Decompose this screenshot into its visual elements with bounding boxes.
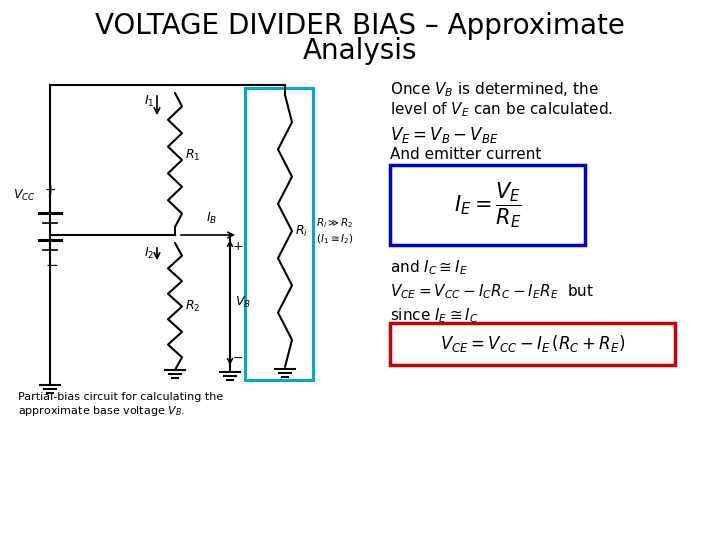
- Text: and $I_C \cong I_E$: and $I_C \cong I_E$: [390, 258, 468, 276]
- Text: $V_{CE} = V_{CC} -I_C R_C -I_E R_E$  but: $V_{CE} = V_{CC} -I_C R_C -I_E R_E$ but: [390, 282, 594, 301]
- Text: And emitter current: And emitter current: [390, 147, 541, 162]
- Text: +: +: [45, 183, 57, 197]
- Text: $R_i \gg R_2$: $R_i \gg R_2$: [316, 216, 354, 230]
- Text: Partial-bias circuit for calculating the
approximate base voltage $V_B$.: Partial-bias circuit for calculating the…: [18, 392, 223, 418]
- Text: +: +: [233, 240, 243, 253]
- Text: $V_B$: $V_B$: [235, 295, 251, 310]
- Text: $I_2$: $I_2$: [144, 246, 154, 261]
- Text: Once $V_B$ is determined, the: Once $V_B$ is determined, the: [390, 80, 599, 99]
- Text: $R_2$: $R_2$: [185, 299, 200, 314]
- Text: $R_1$: $R_1$: [185, 147, 200, 163]
- Bar: [245, 88, 313, 380]
- Text: −: −: [233, 352, 243, 365]
- Text: $V_{CE}= V_{CC} - I_E\,(R_C + R_E)$: $V_{CE}= V_{CC} - I_E\,(R_C + R_E)$: [440, 334, 625, 354]
- Text: level of $V_E$ can be calculated.: level of $V_E$ can be calculated.: [390, 100, 613, 119]
- Text: $I_E = \dfrac{V_E}{R_E}$: $I_E = \dfrac{V_E}{R_E}$: [454, 180, 521, 230]
- Text: $(I_1 \cong I_2)$: $(I_1 \cong I_2)$: [316, 232, 354, 246]
- Text: $I_B$: $I_B$: [206, 211, 217, 226]
- Bar: [390, 165, 585, 245]
- Text: VOLTAGE DIVIDER BIAS – Approximate: VOLTAGE DIVIDER BIAS – Approximate: [95, 12, 625, 40]
- Text: $V_{CC}$: $V_{CC}$: [13, 187, 36, 202]
- Text: −: −: [45, 258, 58, 273]
- Bar: [390, 323, 675, 365]
- Text: Analysis: Analysis: [302, 37, 418, 65]
- Text: $R_i$: $R_i$: [295, 224, 308, 239]
- Text: $I_1$: $I_1$: [143, 93, 154, 109]
- Text: $V_E = V_B - V_{BE}$: $V_E = V_B - V_{BE}$: [390, 125, 498, 145]
- Text: since $I_E \cong I_C$: since $I_E \cong I_C$: [390, 306, 479, 325]
